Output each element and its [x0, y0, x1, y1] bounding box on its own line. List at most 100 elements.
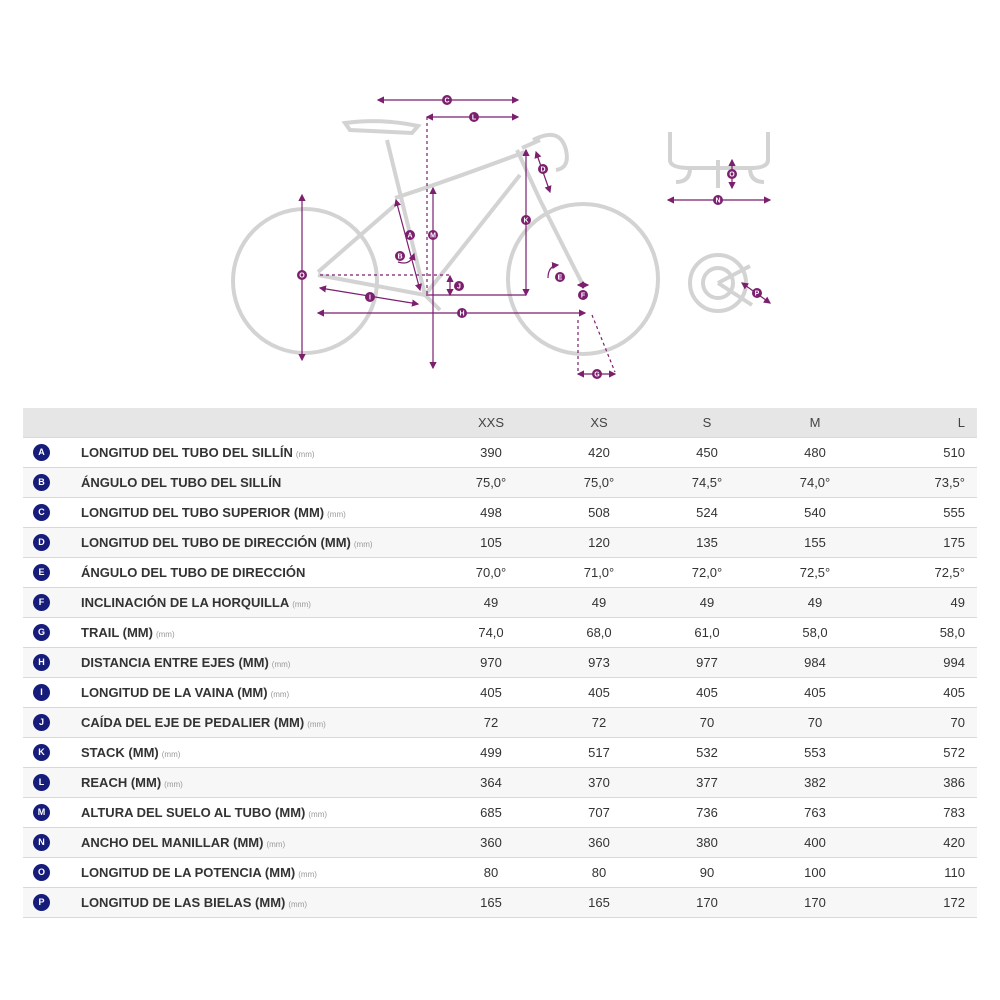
row-label: LONGITUD DEL TUBO SUPERIOR (MM) [81, 505, 325, 520]
row-letter-cell: J [23, 707, 81, 738]
header-size-xs: XS [545, 408, 653, 438]
row-letter-badge: I [33, 684, 50, 702]
row-value-xs: 68,0 [545, 617, 653, 648]
svg-text:D: D [540, 167, 545, 174]
table-row: O LONGITUD DE LA POTENCIA (MM) (mm) 80 80 90 1… [23, 857, 977, 888]
badge-o: O [297, 270, 307, 280]
geometry-diagram: C L D K M A B O E J F I H G O N P [0, 0, 1000, 400]
row-label: CAÍDA DEL EJE DE PEDALIER (MM) [81, 715, 305, 730]
row-value-s: 90 [653, 857, 761, 888]
svg-text:E: E [558, 275, 563, 282]
row-unit: (mm) [353, 540, 373, 549]
row-label-cell: ANCHO DEL MANILLAR (MM) (mm) [81, 827, 437, 858]
badge-c: C [442, 95, 452, 105]
row-value-s: 524 [653, 497, 761, 528]
table-header-row: XXS XS S M L [23, 408, 977, 438]
row-label: LONGITUD DEL TUBO DE DIRECCIÓN (MM) [81, 535, 351, 550]
svg-text:N: N [715, 198, 720, 205]
dimension-badges: C L D K M A B O E J F I H G O N P [297, 95, 762, 379]
row-value-s: 377 [653, 767, 761, 798]
row-label-cell: LONGITUD DEL TUBO SUPERIOR (MM) (mm) [81, 497, 437, 528]
svg-text:I: I [369, 295, 371, 302]
row-label: LONGITUD DE LA POTENCIA (MM) [81, 865, 296, 880]
row-letter-cell: L [23, 767, 81, 798]
row-value-s: 170 [653, 887, 761, 918]
row-letter-badge: O [33, 864, 50, 882]
row-value-m: 382 [761, 767, 869, 798]
geometry-table: XXS XS S M L A LONGITUD DEL TUBO DEL SILL… [23, 408, 977, 918]
badge-m: M [428, 230, 438, 240]
row-value-l: 420 [869, 827, 977, 858]
row-letter-badge: H [33, 654, 50, 672]
badge-p: P [752, 288, 762, 298]
row-value-xs: 165 [545, 887, 653, 918]
row-label-cell: ALTURA DEL SUELO AL TUBO (MM) (mm) [81, 797, 437, 828]
row-label-cell: LONGITUD DE LA VAINA (MM) (mm) [81, 677, 437, 708]
svg-text:K: K [523, 218, 528, 225]
row-value-s: 61,0 [653, 617, 761, 648]
handlebar [532, 132, 569, 172]
badge-n: N [713, 195, 723, 205]
row-value-s: 532 [653, 737, 761, 768]
handlebar-detail [668, 132, 770, 188]
row-value-xxs: 405 [437, 677, 545, 708]
row-value-xxs: 74,0 [437, 617, 545, 648]
row-value-l: 73,5° [869, 467, 977, 498]
row-letter-cell: I [23, 677, 81, 708]
row-letter-badge: K [33, 744, 50, 762]
row-value-xxs: 165 [437, 887, 545, 918]
table-row: E ÁNGULO DEL TUBO DE DIRECCIÓN 70,0° 71,0° 7… [23, 557, 977, 588]
svg-text:O: O [729, 172, 735, 179]
row-value-xs: 71,0° [545, 557, 653, 588]
table-row: L REACH (MM) (mm) 364 370 377 382 386 [23, 767, 977, 798]
row-value-m: 984 [761, 647, 869, 678]
row-letter-cell: A [23, 437, 81, 468]
badge-j: J [454, 281, 464, 291]
row-value-m: 763 [761, 797, 869, 828]
row-value-s: 405 [653, 677, 761, 708]
badge-k: K [521, 215, 531, 225]
row-value-xxs: 970 [437, 647, 545, 678]
row-value-xs: 707 [545, 797, 653, 828]
row-value-xs: 508 [545, 497, 653, 528]
row-letter-cell: N [23, 827, 81, 858]
table-row: P LONGITUD DE LAS BIELAS (MM) (mm) 165 165 17… [23, 887, 977, 918]
row-value-m: 405 [761, 677, 869, 708]
row-label-cell: TRAIL (MM) (mm) [81, 617, 437, 648]
dim-e-arc [547, 262, 560, 279]
row-value-xs: 72 [545, 707, 653, 738]
row-value-s: 450 [653, 437, 761, 468]
row-value-l: 386 [869, 767, 977, 798]
row-value-l: 72,5° [869, 557, 977, 588]
row-value-xxs: 49 [437, 587, 545, 618]
row-letter-cell: B [23, 467, 81, 498]
row-unit: (mm) [288, 900, 308, 909]
table-row: N ANCHO DEL MANILLAR (MM) (mm) 360 360 380 400… [23, 827, 977, 858]
row-value-xs: 360 [545, 827, 653, 858]
row-label: INCLINACIÓN DE LA HORQUILLA [81, 595, 290, 610]
row-value-l: 783 [869, 797, 977, 828]
bike-outline [231, 119, 660, 356]
row-value-xs: 120 [545, 527, 653, 558]
row-value-m: 72,5° [761, 557, 869, 588]
row-letter-cell: O [23, 857, 81, 888]
row-label: ÁNGULO DEL TUBO DEL SILLÍN [81, 475, 282, 490]
row-label: ALTURA DEL SUELO AL TUBO (MM) [81, 805, 306, 820]
row-letter-badge: B [33, 474, 50, 492]
seat-tube [385, 139, 427, 296]
row-value-m: 70 [761, 707, 869, 738]
row-letter-badge: F [33, 594, 50, 612]
row-label: REACH (MM) [81, 775, 162, 790]
row-value-xs: 49 [545, 587, 653, 618]
row-value-s: 736 [653, 797, 761, 828]
fork [538, 199, 585, 286]
row-value-xxs: 498 [437, 497, 545, 528]
row-letter-badge: E [33, 564, 50, 582]
badge-i: I [365, 292, 375, 302]
row-letter-badge: G [33, 624, 50, 642]
row-value-xs: 370 [545, 767, 653, 798]
seat-stay [316, 203, 397, 274]
row-label-cell: LONGITUD DE LA POTENCIA (MM) (mm) [81, 857, 437, 888]
row-value-l: 572 [869, 737, 977, 768]
badge-d: D [538, 164, 548, 174]
